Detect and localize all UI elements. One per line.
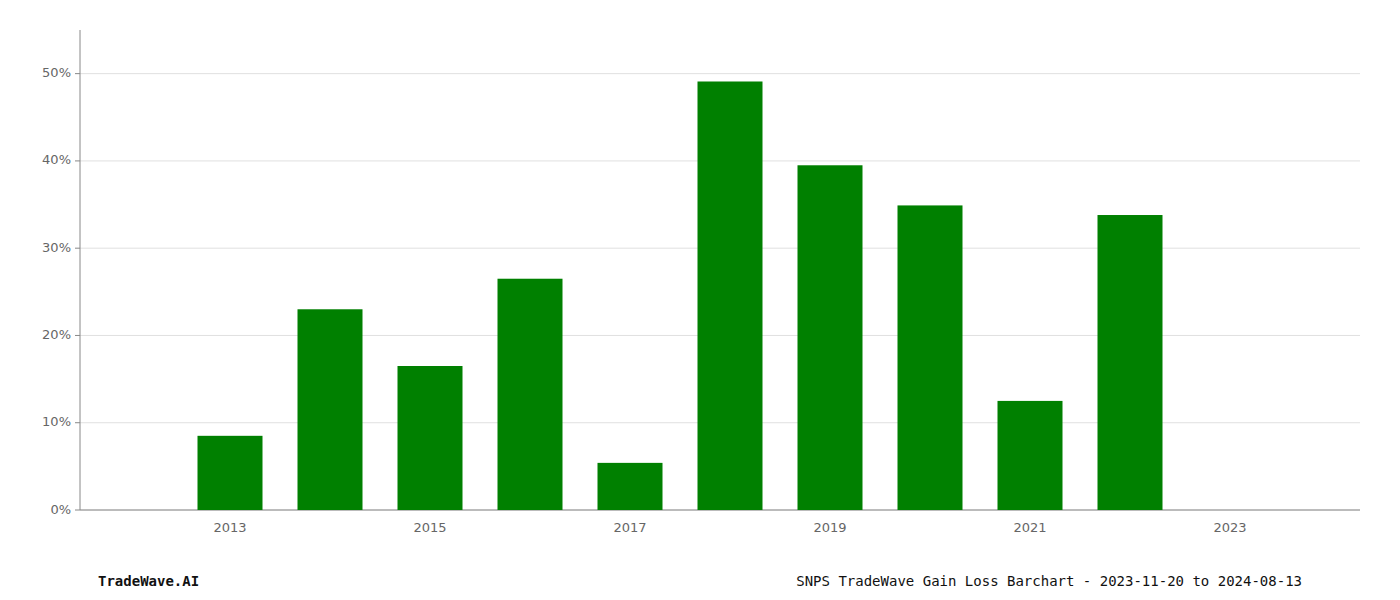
bar <box>798 165 863 510</box>
x-tick-label: 2019 <box>813 520 846 535</box>
x-tick-label: 2017 <box>613 520 646 535</box>
x-tick-label: 2021 <box>1013 520 1046 535</box>
x-tick-label: 2023 <box>1213 520 1246 535</box>
y-tick <box>75 73 80 74</box>
y-tick-label: 20% <box>42 327 71 342</box>
chart: 0% 10% 20% 30% 40% 50% 2013 2015 2017 2019 2021 202… <box>0 0 1400 600</box>
axes: 0% 10% 20% 30% 40% 50% 2013 2015 2017 2019 2021 202… <box>42 30 1360 535</box>
y-tick-label: 10% <box>42 414 71 429</box>
bar <box>298 309 363 510</box>
footer-left: TradeWave.AI <box>98 573 199 589</box>
bars <box>198 81 1163 510</box>
y-tick-label: 30% <box>42 240 71 255</box>
bar <box>698 81 763 510</box>
grid-line <box>80 73 1360 74</box>
y-axis-line <box>80 30 81 510</box>
y-tick <box>75 248 80 249</box>
y-tick <box>75 422 80 423</box>
bar <box>898 205 963 510</box>
bar <box>1198 510 1263 511</box>
y-tick-label: 0% <box>50 502 71 517</box>
x-tick-label: 2015 <box>413 520 446 535</box>
grid <box>80 74 1360 510</box>
bar <box>198 436 263 510</box>
bar <box>498 279 563 510</box>
page: {"chart_data": {"type": "bar", "x": [201… <box>0 0 1400 600</box>
bar <box>998 401 1063 510</box>
chart-container: 0% 10% 20% 30% 40% 50% 2013 2015 2017 2019 2021 202… <box>0 0 1400 600</box>
y-tick-label: 40% <box>42 152 71 167</box>
y-tick <box>75 160 80 161</box>
y-tick <box>75 510 80 511</box>
footer: TradeWave.AI SNPS TradeWave Gain Loss Bar… <box>98 573 1302 589</box>
footer-right: SNPS TradeWave Gain Loss Barchart - 2023… <box>796 573 1302 589</box>
x-tick-label: 2013 <box>213 520 246 535</box>
bar <box>398 366 463 510</box>
bar <box>1098 215 1163 510</box>
bar <box>598 463 663 510</box>
y-tick <box>75 335 80 336</box>
y-tick-label: 50% <box>42 65 71 80</box>
